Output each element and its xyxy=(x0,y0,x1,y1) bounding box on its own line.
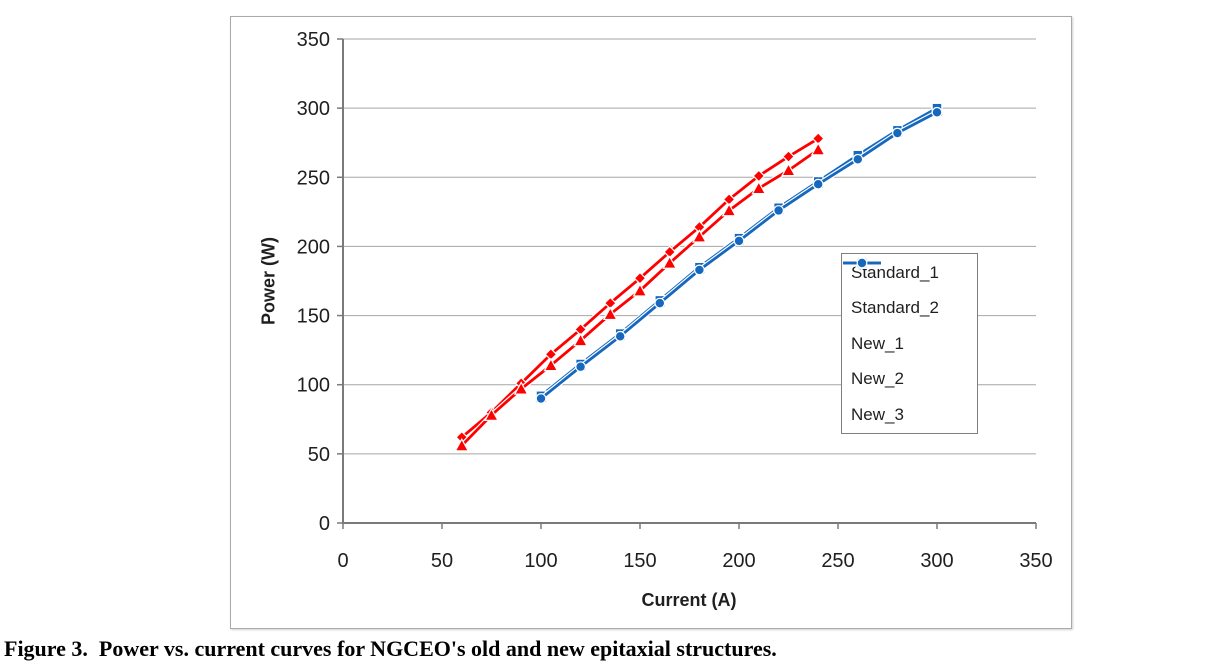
x-tick-label: 100 xyxy=(524,550,557,572)
y-tick-label: 0 xyxy=(319,513,330,535)
triangle-marker xyxy=(484,407,499,421)
triangle-marker xyxy=(573,332,589,347)
x-tick-label: 50 xyxy=(431,550,453,572)
triangle-marker xyxy=(662,255,678,269)
circle-marker xyxy=(575,361,587,373)
triangle-marker xyxy=(513,381,529,395)
legend-label: New_1 xyxy=(851,333,904,353)
x-tick-label: 150 xyxy=(623,550,656,572)
triangle-marker xyxy=(751,180,767,195)
circle-marker xyxy=(654,297,666,309)
circle-marker xyxy=(812,178,824,190)
circle-marker xyxy=(535,393,547,404)
y-axis-title: Power (W) xyxy=(258,237,279,325)
series-standard_2 xyxy=(454,141,826,452)
legend-item-new_2: New_2 xyxy=(843,257,977,398)
circle-marker xyxy=(733,235,745,247)
triangle-marker xyxy=(721,202,737,217)
triangle-marker xyxy=(781,162,796,177)
circle-marker xyxy=(852,153,864,165)
triangle-marker xyxy=(810,141,826,156)
y-tick-label: 350 xyxy=(297,29,330,51)
diamond-marker xyxy=(782,150,795,163)
circle-marker xyxy=(773,205,784,216)
y-tick-label: 50 xyxy=(308,444,330,466)
series-new_3 xyxy=(535,106,943,404)
triangle-marker xyxy=(632,283,648,297)
triangle-marker xyxy=(454,437,470,452)
triangle-marker xyxy=(691,229,707,243)
figure-caption: Figure 3. Power vs. current curves for N… xyxy=(4,636,777,661)
legend-label: New_2 xyxy=(851,369,904,389)
axis-ticks: 0 50 100 150 200 250 300 350 0 50 100 150 200 250 300 3… xyxy=(297,29,1053,572)
circle-marker xyxy=(856,257,868,269)
x-tick-label: 250 xyxy=(821,550,854,572)
legend-item-new_1: New_1 xyxy=(843,256,977,362)
chart-container: 0 50 100 150 200 250 300 350 0 50 100 150 200 250 300 3… xyxy=(230,16,1072,629)
triangle-marker xyxy=(543,357,559,372)
power-current-chart: 0 50 100 150 200 250 300 350 0 50 100 150 200 250 300 3… xyxy=(297,29,1053,572)
legend-item-standard_2: Standard_2 xyxy=(843,255,977,327)
legend-label: Standard_1 xyxy=(851,262,939,282)
y-tick-label: 250 xyxy=(297,167,330,189)
circle-marker xyxy=(614,330,626,342)
y-tick-label: 300 xyxy=(297,98,330,120)
legend-item-new_3: New_3 xyxy=(843,257,977,433)
x-tick-label: 0 xyxy=(337,550,348,572)
legend: Standard_1 Standard_2 New_1 New_2 New_3 xyxy=(841,253,978,434)
y-tick-label: 150 xyxy=(297,306,330,328)
legend-label: Standard_2 xyxy=(851,298,939,318)
circle-marker xyxy=(892,127,903,139)
x-tick-label: 350 xyxy=(1019,550,1052,572)
x-tick-label: 300 xyxy=(920,550,953,572)
x-tick-label: 200 xyxy=(722,550,755,572)
legend-marker-circle xyxy=(843,257,881,269)
x-axis-title: Current (A) xyxy=(641,590,737,610)
circle-marker xyxy=(931,106,943,118)
legend-label: New_3 xyxy=(851,404,904,424)
gridlines xyxy=(343,38,1036,455)
triangle-marker xyxy=(602,306,618,321)
y-tick-label: 200 xyxy=(297,236,330,258)
circle-marker xyxy=(694,264,705,276)
y-tick-label: 100 xyxy=(297,375,330,397)
